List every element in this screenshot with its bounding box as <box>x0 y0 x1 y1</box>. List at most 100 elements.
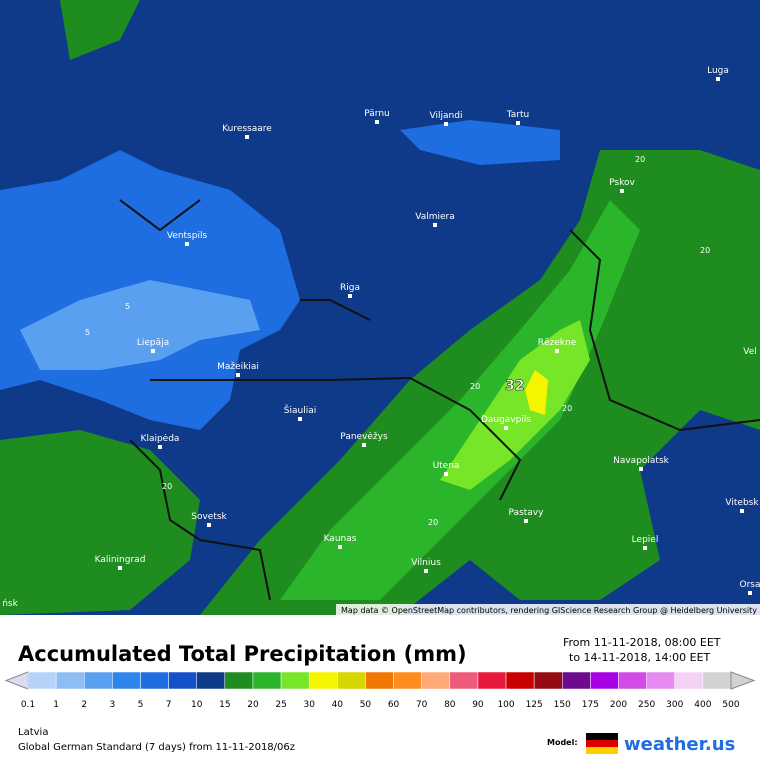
precip-area <box>400 120 560 165</box>
precip-area <box>440 320 590 490</box>
model-run: Global German Standard (7 days) from 11-… <box>18 742 295 753</box>
city-label: Luga <box>707 66 729 76</box>
legend-swatch <box>393 671 422 690</box>
legend-label: 150 <box>554 700 571 710</box>
legend-swatch <box>252 671 282 690</box>
legend-swatch <box>505 671 535 690</box>
city-label: Utena <box>433 461 460 471</box>
city-label: Klaipėda <box>141 434 180 444</box>
city-label: Orsa <box>740 580 760 590</box>
contour-label: 20 <box>700 246 710 255</box>
legend: 0.1 1 2 3 5 7 10 15 20 25 30 40 50 60 70 80 90 100 125 150 1… <box>4 671 756 710</box>
city-dot <box>207 523 211 527</box>
city-label: Pskov <box>609 178 635 188</box>
city-dot <box>245 135 249 139</box>
legend-label: 80 <box>444 700 456 710</box>
legend-swatch <box>421 671 451 690</box>
region: Latvia <box>18 727 48 738</box>
legend-label: 50 <box>360 700 372 710</box>
legend-swatch <box>477 671 507 690</box>
city-dot <box>236 373 240 377</box>
city-label: Riga <box>340 283 360 293</box>
legend-swatch <box>280 671 310 690</box>
city-dot <box>185 242 189 246</box>
city-dot <box>433 223 437 227</box>
contour-label: 5 <box>125 302 130 311</box>
legend-label: 5 <box>138 700 144 710</box>
legend-label: 30 <box>303 700 315 710</box>
city-dot <box>555 349 559 353</box>
legend-label: 100 <box>497 700 514 710</box>
city-label: Pärnu <box>364 109 390 119</box>
legend-swatch <box>562 671 591 690</box>
flag <box>586 740 618 747</box>
brand: weather.us <box>624 734 735 755</box>
legend-label: 15 <box>219 700 230 710</box>
city-label: Kaunas <box>324 534 357 544</box>
legend-label: 0.1 <box>21 700 35 710</box>
legend-label: 200 <box>610 700 627 710</box>
city-label: Panevėžys <box>340 432 388 442</box>
city-label: Vilnius <box>411 558 441 568</box>
contour-label: 20 <box>162 482 172 491</box>
city-dot <box>620 189 624 193</box>
legend-label: 125 <box>526 700 543 710</box>
city-dot <box>298 417 302 421</box>
city-dot <box>716 77 720 81</box>
legend-swatch <box>337 671 366 690</box>
legend-swatch <box>646 671 676 690</box>
legend-swatch <box>224 671 254 690</box>
precip-area <box>60 0 140 60</box>
city-label: Mažeikiai <box>217 362 259 372</box>
city-dot <box>424 569 428 573</box>
city-label: Pastavy <box>509 508 545 518</box>
legend-swatch <box>308 671 338 690</box>
attribution: Map data © OpenStreetMap contributors, r… <box>341 606 757 615</box>
legend-label: 90 <box>472 700 484 710</box>
city-dot <box>444 472 448 476</box>
legend-swatch <box>618 671 647 690</box>
map: Map data © OpenStreetMap contributors, r… <box>0 0 760 615</box>
legend-label: 10 <box>191 700 203 710</box>
legend-swatch <box>533 671 563 690</box>
precip-area <box>525 370 548 415</box>
legend-label: 7 <box>166 700 172 710</box>
legend-label: 40 <box>332 700 344 710</box>
legend-swatch <box>674 671 704 690</box>
city-dot <box>158 445 162 449</box>
flag <box>586 733 618 740</box>
legend-arrow <box>4 671 29 690</box>
city-label: Kaliningrad <box>95 555 146 565</box>
city-dot <box>516 121 520 125</box>
legend-label: 300 <box>666 700 683 710</box>
legend-label: 400 <box>694 700 711 710</box>
footer: Accumulated Total Precipitation (mm) Fro… <box>4 636 756 755</box>
city-labels: Luga Pärnu Viljandi Tartu Kuressaare Pskov Val… <box>2 66 760 609</box>
city-dot <box>524 519 528 523</box>
contour-label: 20 <box>562 404 572 413</box>
city-label: Lepiel <box>632 535 659 545</box>
city-label: Viljandi <box>430 111 463 121</box>
city-dot <box>639 467 643 471</box>
legend-label: 25 <box>275 700 286 710</box>
border <box>119 199 760 601</box>
city-label: Sovetsk <box>191 512 227 522</box>
legend-label: 20 <box>247 700 259 710</box>
contour-label: 20 <box>470 382 480 391</box>
model-label: Model: <box>547 738 578 747</box>
city-label: Daugavpils <box>481 415 531 425</box>
city-label: Ventspils <box>167 231 208 241</box>
city-label: Navapolatsk <box>613 456 670 466</box>
city-label: Liepāja <box>137 338 169 348</box>
legend-swatch <box>55 671 85 690</box>
legend-swatch <box>112 671 141 690</box>
legend-label: 70 <box>416 700 428 710</box>
legend-label: 175 <box>582 700 599 710</box>
time-from: From 11-11-2018, 08:00 EET <box>563 636 721 649</box>
city-dot <box>748 591 752 595</box>
legend-swatch <box>590 671 619 690</box>
legend-swatch <box>27 671 57 690</box>
city-label: Vitebsk <box>725 498 759 508</box>
